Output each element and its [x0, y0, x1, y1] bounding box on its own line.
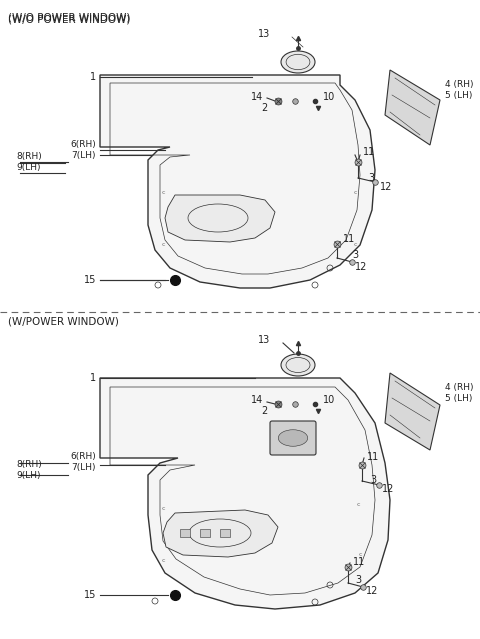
Polygon shape — [100, 378, 390, 609]
Text: 2: 2 — [262, 406, 268, 416]
FancyBboxPatch shape — [270, 421, 316, 455]
Text: (W/O POWER WINDOW): (W/O POWER WINDOW) — [8, 12, 131, 22]
Text: 13: 13 — [258, 29, 270, 39]
Text: 2: 2 — [262, 103, 268, 113]
Text: c: c — [161, 557, 165, 562]
Text: 15: 15 — [84, 590, 96, 600]
Text: 13: 13 — [258, 335, 270, 345]
Text: 10: 10 — [323, 92, 335, 102]
Text: 11: 11 — [363, 147, 375, 157]
Text: 8(RH)
9(LH): 8(RH) 9(LH) — [16, 152, 42, 172]
Text: 11: 11 — [343, 234, 355, 244]
Text: 1: 1 — [90, 72, 96, 82]
Text: 3: 3 — [368, 173, 374, 183]
Text: c: c — [161, 242, 165, 247]
Text: 4 (RH)
5 (LH): 4 (RH) 5 (LH) — [445, 383, 473, 403]
Text: 8(RH)
9(LH): 8(RH) 9(LH) — [16, 460, 42, 480]
Text: c: c — [161, 190, 165, 196]
Text: 11: 11 — [353, 557, 365, 567]
Polygon shape — [385, 70, 440, 145]
Text: (W/POWER WINDOW): (W/POWER WINDOW) — [8, 317, 119, 327]
Ellipse shape — [278, 430, 308, 446]
Text: 3: 3 — [352, 250, 358, 260]
Text: 15: 15 — [84, 275, 96, 285]
Text: 3: 3 — [355, 575, 361, 585]
Text: 14: 14 — [251, 92, 263, 102]
Polygon shape — [165, 195, 275, 242]
Text: 14: 14 — [251, 395, 263, 405]
Text: 12: 12 — [382, 484, 395, 494]
Text: 12: 12 — [380, 182, 392, 192]
Bar — [220, 529, 230, 537]
Text: 11: 11 — [367, 452, 379, 462]
Polygon shape — [270, 92, 325, 114]
Polygon shape — [163, 510, 278, 557]
Text: c: c — [353, 190, 357, 196]
Text: (W/O POWER WINDOW): (W/O POWER WINDOW) — [8, 14, 131, 24]
Text: 6(RH)
7(LH): 6(RH) 7(LH) — [70, 452, 96, 472]
Bar — [200, 529, 210, 537]
Ellipse shape — [281, 354, 315, 376]
Polygon shape — [270, 395, 325, 417]
Text: 12: 12 — [366, 586, 378, 596]
Polygon shape — [385, 373, 440, 450]
Text: c: c — [358, 553, 362, 557]
Text: 1: 1 — [90, 373, 96, 383]
Text: 6(RH)
7(LH): 6(RH) 7(LH) — [70, 141, 96, 160]
Polygon shape — [100, 75, 375, 288]
Text: c: c — [161, 505, 165, 511]
Text: 12: 12 — [355, 262, 367, 272]
Ellipse shape — [281, 51, 315, 73]
Text: c: c — [353, 242, 357, 247]
Text: c: c — [356, 502, 360, 507]
Text: 3: 3 — [370, 475, 376, 485]
Bar — [180, 529, 190, 537]
Text: 4 (RH)
5 (LH): 4 (RH) 5 (LH) — [445, 81, 473, 100]
Text: 10: 10 — [323, 395, 335, 405]
